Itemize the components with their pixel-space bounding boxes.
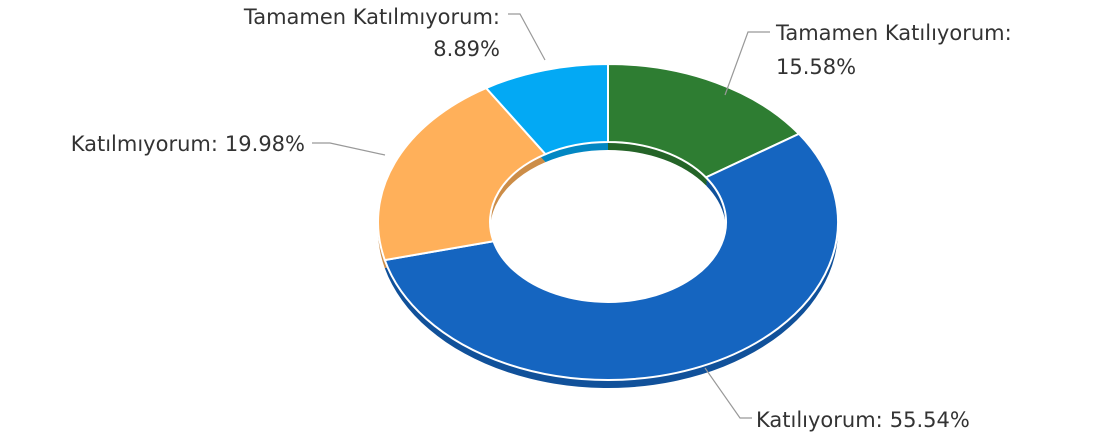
data-label-value: 8.89% (433, 37, 500, 61)
leader-line (704, 367, 752, 419)
data-label-name: Tamamen Katılmıyorum: (243, 5, 500, 29)
slice (484, 62, 609, 156)
data-label-value: 55.54% (890, 408, 970, 432)
data-label: Katılıyorum: 55.54% (756, 408, 970, 432)
leader-line (508, 13, 546, 61)
data-label-name: Tamamen Katılıyorum: (775, 21, 1012, 45)
data-label-value: 15.58% (776, 55, 856, 79)
slice (377, 86, 548, 262)
data-label: Katılmıyorum: 19.98% (71, 132, 305, 156)
data-label-name: Katılıyorum: (756, 408, 883, 432)
leader-line (724, 31, 770, 96)
data-label-value: 19.98% (225, 132, 305, 156)
slice (607, 62, 801, 179)
slice (383, 132, 839, 381)
leader-line (312, 142, 386, 156)
data-label-name: Katılmıyorum: (71, 132, 218, 156)
